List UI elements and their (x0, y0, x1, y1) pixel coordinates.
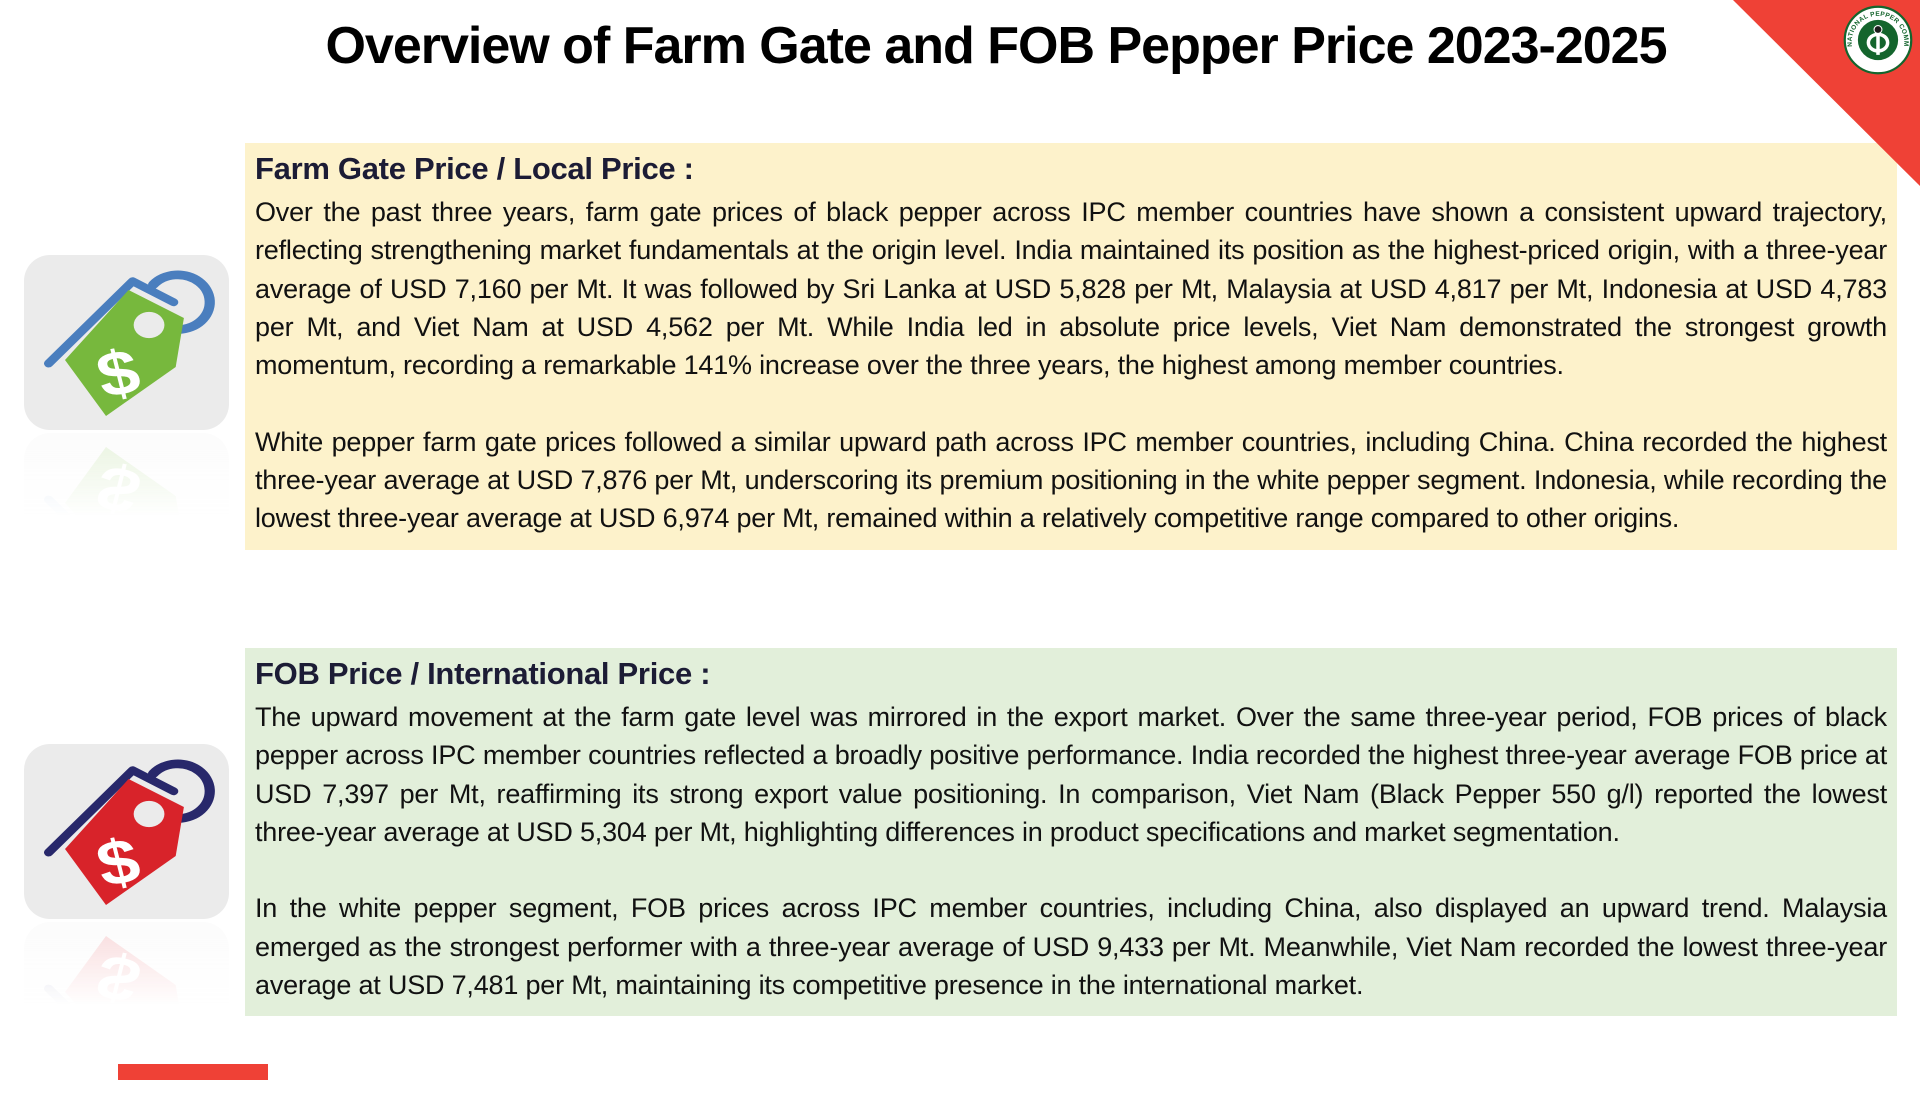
red-price-tag-icon: $ (24, 744, 229, 919)
tag-hole (133, 800, 165, 828)
ipc-logo: INTERNATIONAL PEPPER COMMUNITY (1840, 0, 1913, 75)
dollar-glyph: $ (89, 451, 146, 527)
section-paragraph: In the white pepper segment, FOB prices … (255, 893, 1887, 1000)
green-price-tag-reflection: $ (24, 433, 229, 608)
dollar-glyph: $ (89, 940, 146, 1016)
tag-hole (133, 524, 165, 552)
section-heading: FOB Price / International Price : (255, 656, 711, 691)
fob-price-section: FOB Price / International Price : The up… (245, 648, 1897, 1017)
tag-edge-line (43, 277, 179, 368)
farm-gate-price-section: Farm Gate Price / Local Price : Over the… (245, 143, 1897, 550)
tag-hole (133, 1013, 165, 1041)
section-paragraph: The upward movement at the farm gate lev… (255, 702, 1887, 847)
tag-hole (133, 311, 165, 339)
ipc-logo-icon: INTERNATIONAL PEPPER COMMUNITY (1840, 0, 1913, 75)
section-paragraph: Over the past three years, farm gate pri… (255, 197, 1887, 381)
green-price-tag-icon: $ (24, 255, 229, 430)
tag-shape (65, 936, 184, 1062)
section-paragraph: White pepper farm gate prices followed a… (255, 426, 1887, 534)
section-heading: Farm Gate Price / Local Price : (255, 151, 694, 186)
tag-edge-line (43, 766, 179, 857)
tag-edge-line (43, 984, 179, 1075)
tag-shape (65, 447, 184, 573)
tag-edge-line (43, 495, 179, 586)
tag-rope-loop (148, 529, 215, 593)
logo-pepper-berry (1873, 25, 1883, 34)
page-title: Overview of Farm Gate and FOB Pepper Pri… (325, 17, 1667, 75)
bottom-accent-bar (118, 1064, 268, 1080)
